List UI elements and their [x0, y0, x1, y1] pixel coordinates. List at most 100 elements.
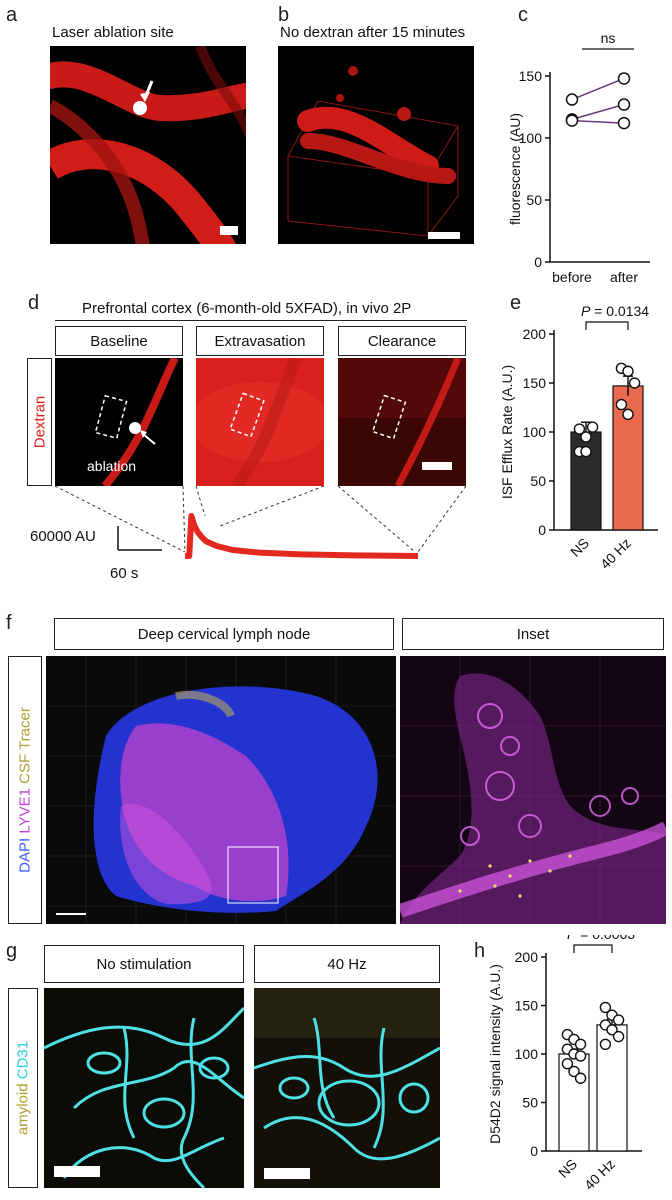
y-axis-label: ISF Efflux Rate (A.U.) [499, 365, 515, 499]
baseline-image: ablation [55, 358, 183, 486]
significance-bracket [585, 321, 629, 330]
panel-a-image [50, 46, 246, 244]
x-tick-label: NS [567, 535, 592, 560]
data-point [568, 1065, 580, 1078]
y-tick-label: 100 [519, 130, 543, 146]
tab-inset: Inset [402, 618, 664, 650]
y-axis-label: D54D2 signal intensity (A.U.) [487, 964, 503, 1144]
data-point [573, 423, 586, 435]
dextran-label: Dextran [31, 395, 48, 449]
y-tick-label: 0 [534, 254, 542, 270]
data-point [615, 398, 628, 411]
pair-line [571, 119, 625, 124]
trace-scale-y-label: 60000 AU [30, 528, 96, 545]
y-tick-label: 50 [522, 1095, 538, 1111]
tab-lymph-node: Deep cervical lymph node [54, 618, 394, 650]
panel-d-title: Prefrontal cortex (6-month-old 5XFAD), i… [82, 300, 412, 317]
scale-bar [220, 226, 238, 235]
x-tick-label: before [552, 269, 592, 285]
y-axis-label: fluorescence (AU) [507, 113, 523, 225]
panel-d-letter: d [28, 292, 40, 314]
scale-bar [422, 462, 452, 470]
label-lyve1: LYVE1 [16, 788, 34, 834]
g-channel-labels: amyloid CD31 [15, 1041, 32, 1135]
data-point [580, 445, 592, 458]
tab-clearance: Clearance [338, 326, 466, 356]
extravasation-vessel [196, 358, 324, 486]
y-tick-label: 200 [515, 949, 539, 965]
scale-bar [428, 232, 460, 239]
data-point [599, 1001, 612, 1014]
lymph-node-image [46, 656, 396, 924]
data-point [580, 431, 592, 443]
data-point [565, 114, 579, 127]
panel-h-letter: h [474, 940, 486, 962]
label-csf: CSF Tracer [16, 707, 34, 784]
significance-label: P = 0.0063 [567, 935, 635, 942]
label-amyloid: amyloid [14, 1083, 32, 1136]
y-tick-label: 100 [515, 1046, 539, 1062]
y-tick-label: 100 [523, 424, 547, 440]
data-point [565, 93, 579, 106]
f-side-label: DAPI LYVE1 CSF Tracer [8, 656, 42, 924]
panel-e-letter: e [510, 292, 522, 314]
label-cd31: CD31 [14, 1040, 32, 1080]
panel-c-letter: c [518, 4, 528, 26]
data-point [622, 408, 634, 421]
data-point [612, 1030, 625, 1043]
significance-label: ns [601, 30, 616, 46]
3d-dextran-image [278, 46, 474, 244]
y-tick-label: 50 [530, 473, 546, 489]
chart-e: 0 50 100 150 200 ISF Efflux Rate (A.U.) NS 40 H… [499, 303, 658, 572]
panel-a-title: Laser ablation site [52, 24, 174, 41]
chart-c: 0 50 100 150 fluorescence (AU) before after ns [507, 30, 650, 285]
g-side-label: amyloid CD31 [8, 988, 38, 1188]
pair-line [571, 103, 625, 121]
significance-label: P = 0.0134 [581, 303, 649, 319]
panel-b-letter: b [278, 4, 290, 26]
pair-line [571, 77, 625, 101]
trace-line [185, 513, 419, 559]
y-tick-label: 0 [530, 1143, 538, 1159]
data-point [574, 1050, 587, 1062]
significance-bracket [573, 944, 613, 953]
y-tick-label: 150 [515, 998, 539, 1014]
panel-f-letter: f [6, 612, 12, 634]
x-tick-label: after [610, 269, 638, 285]
x-tick-label: 40 Hz [581, 1156, 618, 1193]
panel-d-title-rule [55, 320, 467, 321]
no-stim-vessels [44, 988, 244, 1188]
x-tick-label: 40 Hz [597, 535, 634, 572]
data-point [617, 116, 631, 130]
scale-bar [264, 1168, 310, 1179]
clearance-vessel [338, 358, 466, 486]
x-tick-label: NS [555, 1156, 580, 1181]
data-point [622, 365, 634, 377]
inset-render [400, 656, 666, 924]
data-point [617, 72, 631, 85]
tab-baseline: Baseline [55, 326, 183, 356]
panel-g-letter: g [6, 940, 18, 962]
y-tick-label: 200 [523, 326, 547, 342]
ablation-vessel-image [50, 46, 246, 244]
lymph-node-render [46, 656, 396, 924]
dextran-side-label: Dextran [27, 358, 52, 486]
data-point [612, 1014, 625, 1026]
ablation-label: ablation [87, 458, 137, 474]
clearance-image [338, 358, 466, 486]
extravasation-image [196, 358, 324, 486]
data-point [574, 1072, 587, 1084]
data-point [561, 1057, 574, 1070]
trace-scale-x-label: 60 s [110, 565, 139, 582]
data-point [586, 421, 599, 433]
tab-40hz: 40 Hz [254, 945, 440, 983]
no-stim-image [44, 988, 244, 1188]
data-point [606, 1024, 618, 1036]
40hz-image [254, 988, 440, 1188]
data-point [617, 98, 631, 111]
y-tick-label: 50 [526, 192, 542, 208]
f-channel-labels: DAPI LYVE1 CSF Tracer [17, 707, 34, 873]
data-point [599, 1038, 612, 1051]
baseline-vessel [55, 358, 183, 486]
tab-no-stimulation: No stimulation [44, 945, 244, 983]
